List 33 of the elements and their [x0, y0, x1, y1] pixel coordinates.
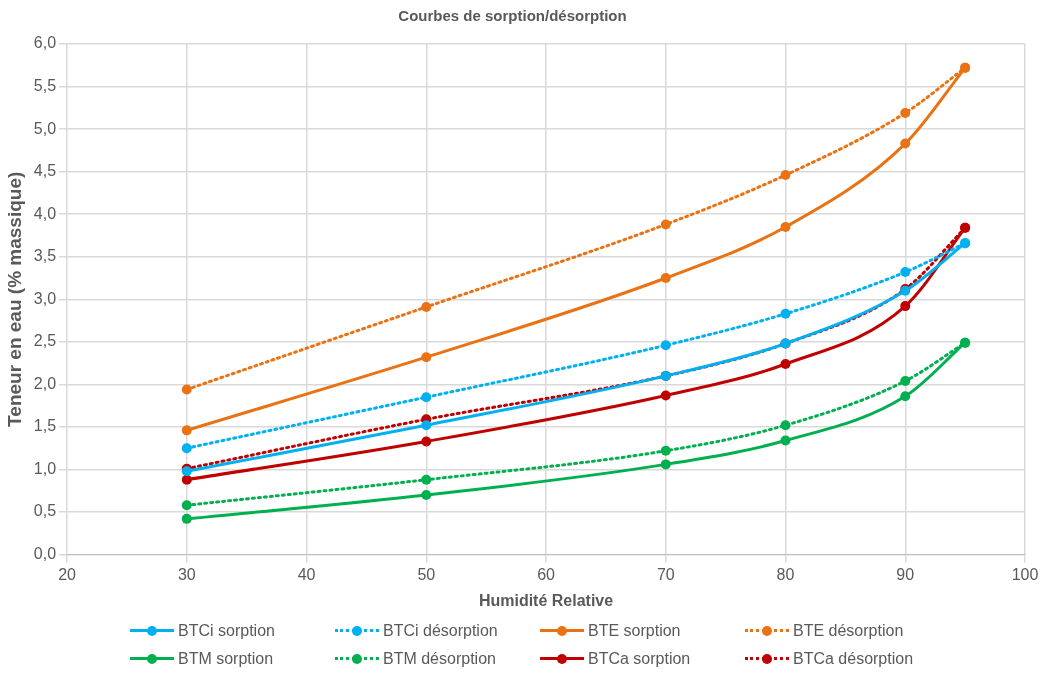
- legend-label: BTE désorption: [793, 622, 904, 640]
- x-axis-title: Humidité Relative: [478, 591, 614, 609]
- y-axis-title: Teneur en eau (% massique): [3, 171, 25, 427]
- x-tick-label: 30: [177, 565, 196, 583]
- y-tick-label: 3,0: [33, 289, 57, 307]
- y-tick-label: 6,0: [33, 34, 57, 52]
- x-tick-label: 70: [656, 565, 675, 583]
- legend-label: BTCi sorption: [178, 622, 275, 640]
- y-tick-label: 5,5: [33, 76, 57, 94]
- legend-label: BTM désorption: [383, 650, 496, 668]
- x-tick-label: 60: [537, 565, 556, 583]
- y-tick-label: 0,0: [33, 545, 57, 563]
- y-tick-label: 3,5: [33, 247, 57, 265]
- legend-label: BTCi désorption: [383, 622, 498, 640]
- y-tick-label: 0,5: [33, 502, 57, 520]
- x-tick-label: 100: [1011, 565, 1039, 583]
- y-tick-label: 2,5: [33, 332, 57, 350]
- x-tick-label: 90: [896, 565, 915, 583]
- x-tick-label: 50: [417, 565, 436, 583]
- y-tick-label: 2,0: [33, 374, 57, 392]
- legend-label: BTCa désorption: [793, 650, 914, 668]
- x-tick-label: 80: [776, 565, 795, 583]
- x-tick-label: 40: [297, 565, 316, 583]
- legend-label: BTCa sorption: [588, 650, 691, 668]
- chart-title: Courbes de sorption/désorption: [398, 7, 627, 25]
- legend-label: BTM sorption: [178, 650, 274, 668]
- x-tick-label: 20: [58, 565, 77, 583]
- y-tick-label: 1,0: [33, 459, 57, 477]
- y-tick-label: 5,0: [33, 119, 57, 137]
- y-tick-label: 4,5: [33, 162, 57, 180]
- legend-label: BTE sorption: [588, 622, 681, 640]
- y-tick-label: 1,5: [33, 417, 57, 435]
- y-tick-label: 4,0: [33, 204, 57, 222]
